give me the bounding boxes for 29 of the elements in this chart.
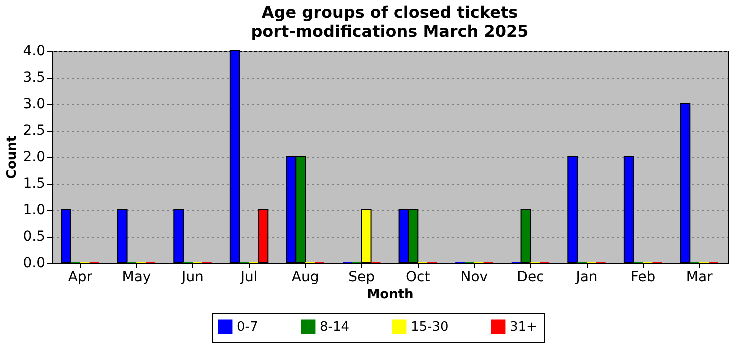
x-tick-label: Sep xyxy=(348,270,376,286)
x-tick-label: Jul xyxy=(240,270,258,286)
y-tick-label: 2.0 xyxy=(23,150,46,166)
x-tick-label: Oct xyxy=(406,270,431,286)
x-tick-label: Feb xyxy=(630,270,656,286)
y-tick-label: 0.5 xyxy=(23,229,46,245)
legend-label: 0-7 xyxy=(237,320,258,335)
x-tick-label: Aug xyxy=(292,270,320,286)
y-tick-label: 1.5 xyxy=(23,176,46,192)
x-tick-label: Apr xyxy=(68,270,93,286)
x-tick-label: Jun xyxy=(181,270,204,286)
legend-label: 15-30 xyxy=(411,320,449,335)
y-axis-title: Count xyxy=(5,136,20,180)
x-tick-label: Jan xyxy=(575,270,598,286)
legend-label: 8-14 xyxy=(320,320,350,335)
y-tick-label: 4.0 xyxy=(23,44,46,60)
chart-subtitle: port-modifications March 2025 xyxy=(251,22,529,41)
y-tick-label: 1.0 xyxy=(23,202,46,218)
x-tick-label: Mar xyxy=(686,270,714,286)
x-tick-label: Nov xyxy=(460,270,488,286)
x-axis-title: Month xyxy=(367,288,414,302)
x-tick-label: Dec xyxy=(517,270,544,286)
legend-label: 31+ xyxy=(510,320,538,335)
chart-title: Age groups of closed tickets xyxy=(262,3,518,22)
x-tick-label: May xyxy=(122,270,152,286)
y-tick-label: 2.5 xyxy=(23,123,46,139)
y-tick-label: 3.0 xyxy=(23,96,46,112)
y-tick-label: 0.0 xyxy=(23,256,46,272)
y-tick-label: 3.5 xyxy=(23,70,46,86)
